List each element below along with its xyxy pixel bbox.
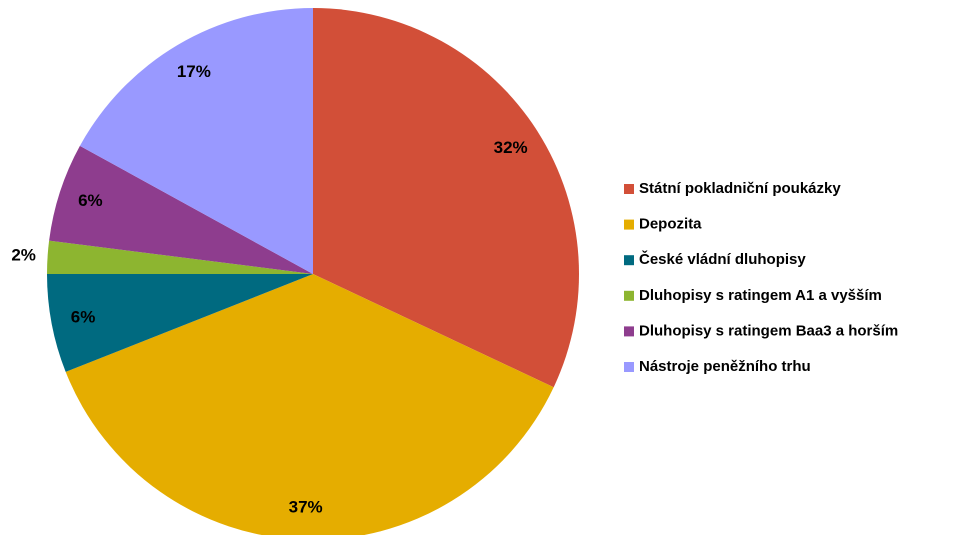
legend-label: Dluhopisy s ratingem A1 a vyšším <box>639 287 882 304</box>
data-label: 17% <box>177 62 211 81</box>
legend-label: Státní pokladniční poukázky <box>639 180 841 197</box>
legend-swatch <box>624 219 634 230</box>
data-label: 2% <box>11 245 36 264</box>
legend-swatch <box>624 362 634 372</box>
data-label: 6% <box>71 307 96 326</box>
legend-swatch <box>624 255 634 266</box>
pie-slice <box>49 145 314 274</box>
pie-slice <box>47 274 313 372</box>
legend-label: Dluhopisy s ratingem Baa3 a horším <box>639 322 898 339</box>
data-label: 32% <box>494 138 528 157</box>
legend-swatch <box>624 184 634 194</box>
pie-slice <box>65 274 554 535</box>
legend-swatch <box>624 290 634 301</box>
pie-slice <box>79 8 313 274</box>
data-label: 37% <box>289 497 323 516</box>
legend-label: České vládní dluhopisy <box>639 250 806 268</box>
legend-label: Nástroje peněžního trhu <box>639 358 811 375</box>
pie-slice <box>313 8 579 388</box>
legend-swatch <box>624 326 634 337</box>
data-label: 6% <box>78 191 103 210</box>
legend-label: Depozita <box>639 216 702 233</box>
pie-slice <box>47 240 313 274</box>
